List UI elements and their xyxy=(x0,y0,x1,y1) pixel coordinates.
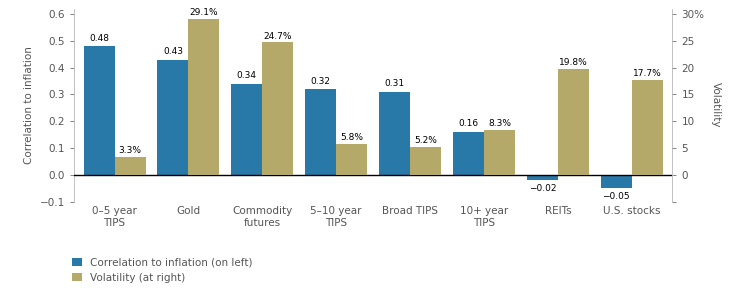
Text: 0.16: 0.16 xyxy=(458,120,479,128)
Bar xyxy=(84,46,115,175)
Text: 19.8%: 19.8% xyxy=(559,58,588,67)
Bar xyxy=(305,89,336,175)
Bar xyxy=(188,19,219,175)
Bar xyxy=(379,92,410,175)
Text: 0.32: 0.32 xyxy=(310,77,331,86)
Bar xyxy=(484,130,515,175)
Y-axis label: Correlation to inflation: Correlation to inflation xyxy=(24,46,34,164)
Text: 8.3%: 8.3% xyxy=(488,120,511,128)
Text: 29.1%: 29.1% xyxy=(190,8,218,17)
Bar xyxy=(115,157,146,175)
Bar xyxy=(601,175,632,188)
Text: 3.3%: 3.3% xyxy=(118,146,142,155)
Text: 0.31: 0.31 xyxy=(384,79,405,88)
Text: 17.7%: 17.7% xyxy=(633,69,661,78)
Text: −0.05: −0.05 xyxy=(602,192,630,201)
Bar xyxy=(632,80,663,175)
Legend: Correlation to inflation (on left), Volatility (at right): Correlation to inflation (on left), Vola… xyxy=(72,257,253,283)
Text: 5.2%: 5.2% xyxy=(415,136,437,145)
Text: −0.02: −0.02 xyxy=(528,184,556,193)
Bar xyxy=(336,144,367,175)
Bar xyxy=(231,84,262,175)
Bar xyxy=(453,132,484,175)
Y-axis label: Volatility: Volatility xyxy=(711,82,721,128)
Bar xyxy=(157,60,188,175)
Bar xyxy=(527,175,558,180)
Text: 24.7%: 24.7% xyxy=(264,31,292,41)
Text: 0.43: 0.43 xyxy=(163,47,183,56)
Bar xyxy=(558,69,589,175)
Text: 5.8%: 5.8% xyxy=(340,133,364,142)
Bar xyxy=(262,42,293,175)
Text: 0.34: 0.34 xyxy=(236,71,257,80)
Text: 0.48: 0.48 xyxy=(89,34,109,43)
Bar xyxy=(410,147,441,175)
